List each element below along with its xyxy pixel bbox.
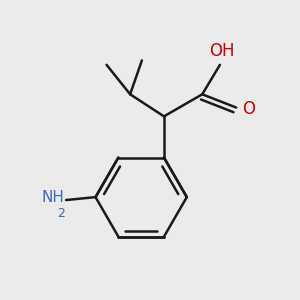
- Text: O: O: [243, 100, 256, 118]
- Text: OH: OH: [209, 42, 234, 60]
- Text: NH: NH: [42, 190, 64, 205]
- Text: 2: 2: [57, 207, 64, 220]
